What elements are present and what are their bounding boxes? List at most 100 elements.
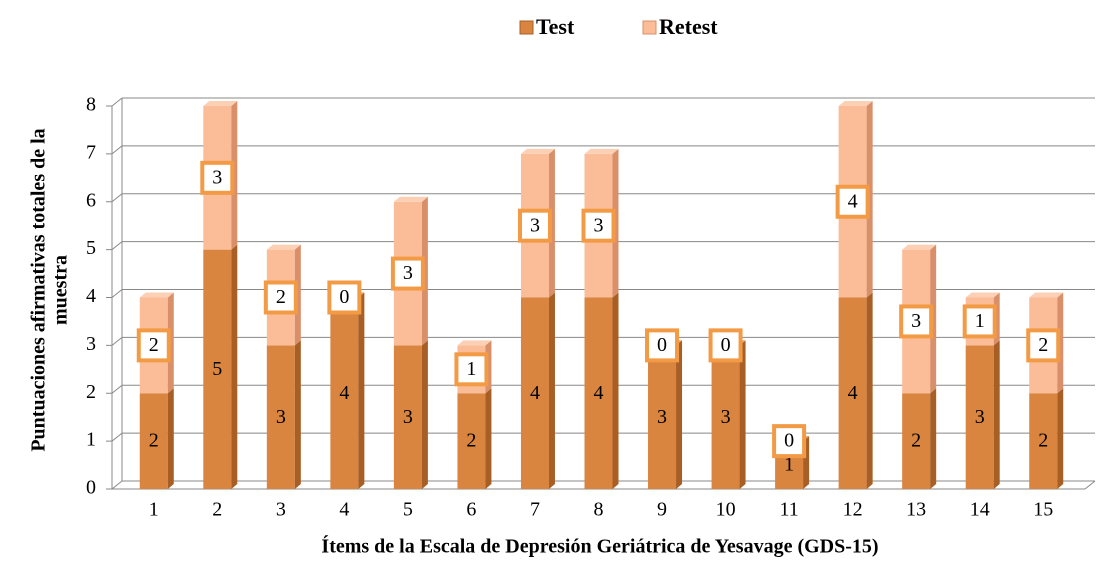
grid-line-diagonal [111,480,123,490]
x-tick-label: 4 [339,499,349,521]
x-tick-label: 1 [149,499,159,521]
grid-line-diagonal [111,289,123,298]
value-label-box [772,424,807,459]
y-axis-label-line: muestra [50,255,72,325]
bar [902,393,931,489]
y-tick-label: 5 [86,237,96,259]
value-label: 2 [1038,334,1048,356]
bar-side [485,388,492,489]
grid-line-diagonal [111,241,123,251]
bar-side [930,388,937,489]
bar-side [294,340,301,489]
legend-swatch [642,20,657,35]
value-label: 2 [1038,430,1048,452]
value-label: 3 [721,406,731,428]
y-tick-label: 0 [86,477,96,499]
value-label-box [263,280,298,315]
bar-side [739,340,746,489]
value-label-box [708,328,743,363]
value-label-box [200,160,235,195]
y-tick-label: 3 [86,333,96,355]
bar [1029,393,1058,489]
x-tick-label: 11 [779,499,798,521]
value-label: 0 [339,286,349,308]
x-tick-label: 14 [970,499,990,521]
x-tick-label: 6 [466,499,476,521]
x-tick-label: 15 [1033,499,1053,521]
x-tick-label: 12 [843,499,863,521]
bar [965,345,994,489]
y-tick-label: 4 [86,285,96,307]
value-label: 0 [784,430,794,452]
value-label: 5 [212,358,222,380]
y-tick-label: 8 [86,94,96,116]
legend-label: Test [536,14,575,39]
value-label: 3 [276,406,286,428]
x-tick-label: 5 [403,499,413,521]
bar-top [266,244,301,250]
value-label-box [454,352,489,387]
bar-top [203,101,238,106]
bar [393,345,422,489]
value-label: 2 [149,430,159,452]
bar-side [167,388,174,489]
value-label-box [899,304,934,339]
y-tick-label: 6 [86,189,96,211]
bar [203,249,232,489]
bar [648,345,677,489]
x-tick-label: 3 [276,499,286,521]
bar-top [457,340,492,346]
value-label: 3 [403,262,413,284]
bar-side [676,340,683,489]
bar-side [231,244,238,489]
grid-line-diagonal [111,145,123,155]
bar [838,297,867,489]
value-label: 4 [530,382,540,404]
bar-top [520,148,555,154]
value-label: 3 [975,406,985,428]
grid-line-diagonal [111,97,123,107]
bar-top [838,101,873,106]
x-axis-label: Ítems de la Escala de Depresión Geriátri… [321,535,878,558]
bar [139,393,168,489]
x-tick-label: 8 [594,499,604,521]
axis-line [1084,480,1096,490]
value-label: 3 [657,406,667,428]
value-label: 3 [212,166,222,188]
value-label: 2 [149,334,159,356]
bar-side [866,292,873,489]
value-label: 3 [594,214,604,236]
value-label-box [962,304,997,339]
value-label-box [1026,328,1061,363]
bar-side [993,340,1000,489]
bar-side [1057,388,1064,489]
value-label: 3 [403,406,413,428]
legend-label: Retest [659,14,718,39]
bar-top [1029,292,1064,298]
legend-swatch [519,20,534,35]
value-label: 4 [594,382,604,404]
value-label-box [136,328,171,363]
value-label: 3 [911,310,921,332]
bar [457,393,486,489]
value-label: 1 [784,454,794,476]
value-label-box [645,328,680,363]
value-label: 3 [530,214,540,236]
value-label: 4 [339,382,349,404]
value-label: 0 [721,334,731,356]
x-tick-label: 10 [716,499,736,521]
value-label: 2 [466,430,476,452]
bar [711,345,740,489]
grid-line-diagonal [111,432,123,442]
value-label-box [517,208,552,243]
bar-side [612,292,619,489]
bar [266,345,295,489]
bar-side [548,292,555,489]
value-label: 1 [466,358,476,380]
value-label-box [390,256,425,291]
y-axis-label-line: Puntuaciones afirmativas totales de la [28,128,50,451]
grid-line-diagonal [111,193,123,203]
bar-side [358,292,365,489]
value-label: 1 [975,310,985,332]
